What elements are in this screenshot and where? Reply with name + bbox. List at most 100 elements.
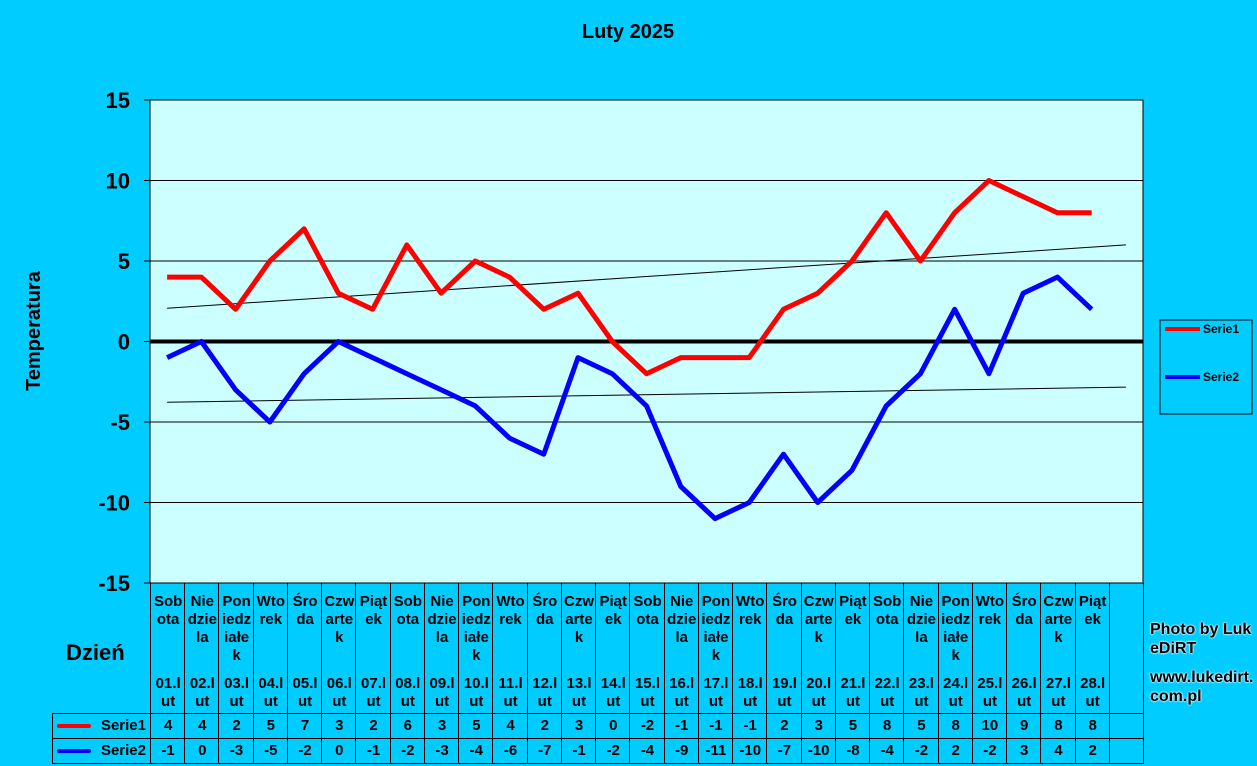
- table-cell-serie2: 3: [1006, 738, 1042, 764]
- table-cell-serie1: -1: [663, 713, 699, 739]
- table-cell-serie2: -2: [903, 738, 939, 764]
- day-header: Piątek 07.lut: [355, 583, 390, 713]
- day-header: Środa 26.lut: [1006, 583, 1041, 713]
- weekday-label: Sobota: [393, 593, 422, 628]
- weekday-label: Wtorek: [256, 593, 285, 628]
- day-header: Czwartek 06.lut: [321, 583, 356, 713]
- day-header: Niedziela 16.lut: [663, 583, 699, 713]
- table-cell-serie1: 2: [355, 713, 391, 739]
- date-label: 28.lut: [1080, 675, 1106, 710]
- y-axis-label: Temperatura: [23, 270, 45, 391]
- table-cell-serie1: 5: [903, 713, 939, 739]
- weekday-label: Piątek: [359, 593, 388, 628]
- legend-key: [57, 724, 91, 728]
- table-row-label: Serie2: [52, 738, 151, 764]
- date-label: 08.lut: [395, 675, 421, 710]
- day-header: Wtorek 25.lut: [971, 583, 1007, 713]
- table-cell-serie2: 0: [321, 738, 357, 764]
- table-cell-serie1: 4: [150, 713, 186, 739]
- date-label: 17.lut: [703, 675, 729, 710]
- day-header: Czwartek 20.lut: [800, 583, 836, 713]
- day-header: Środa 19.lut: [766, 583, 801, 713]
- day-header: Niedziela 09.lut: [423, 583, 459, 713]
- table-cell-serie2: -1: [150, 738, 186, 764]
- table-row-label: Serie1: [52, 713, 151, 739]
- table-cell-serie2: -7: [526, 738, 562, 764]
- table-cell-serie1: 2: [526, 713, 562, 739]
- day-header: Czwartek 27.lut: [1040, 583, 1075, 713]
- weekday-label: Czwartek: [324, 593, 355, 646]
- table-cell-serie1: 2: [218, 713, 254, 739]
- weekday-label: Poniedziałek: [221, 593, 252, 664]
- table-cell-serie1: 5: [252, 713, 288, 739]
- weekday-label: Wtorek: [975, 593, 1005, 628]
- table-cell-serie2: -6: [492, 738, 528, 764]
- series-line-serie2: [166, 274, 1094, 522]
- table-cell-serie1: 5: [458, 713, 494, 739]
- table-cell-serie1: 7: [286, 713, 323, 739]
- weekday-label: Niedziela: [187, 593, 217, 646]
- table-cell-serie1: 8: [1074, 713, 1110, 739]
- table-cell-serie1: 6: [389, 713, 425, 739]
- table-cell-serie2: -4: [869, 738, 905, 764]
- y-tick-label: 5: [118, 249, 130, 274]
- date-label: 06.lut: [326, 675, 352, 710]
- day-header: Poniedziałek 24.lut: [937, 583, 973, 713]
- date-label: 04.lut: [258, 675, 284, 710]
- date-label: 26.lut: [1011, 675, 1037, 710]
- table-cell-serie2: 0: [184, 738, 220, 764]
- series-line-serie1: [167, 178, 1092, 377]
- date-label: 11.lut: [498, 675, 523, 710]
- day-header: Niedziela 02.lut: [184, 583, 219, 713]
- date-label: 18.lut: [737, 675, 763, 710]
- date-label: 14.lut: [600, 675, 626, 710]
- credit-line-2: www.lukedirt.com.pl: [1150, 669, 1254, 705]
- table-cell-serie2: -5: [252, 738, 288, 764]
- date-label: 24.lut: [943, 675, 969, 710]
- date-label: 13.lut: [566, 675, 592, 710]
- table-cell-serie2: -10: [800, 738, 836, 764]
- date-label: 12.lut: [532, 675, 558, 710]
- y-tick-label: -5: [110, 410, 130, 435]
- legend-box: [1159, 319, 1253, 415]
- weekday-label: Piątek: [1078, 593, 1107, 628]
- weekday-label: Środa: [292, 593, 318, 628]
- credit-line-1: Photo by LukeDiRT: [1150, 621, 1252, 657]
- date-label: 21.lut: [840, 675, 866, 710]
- date-label: 02.lut: [189, 675, 215, 710]
- day-header: Sobota 15.lut: [629, 583, 664, 713]
- day-header: Poniedziałek 03.lut: [218, 583, 253, 713]
- weekday-label: Poniedziałek: [701, 593, 731, 664]
- series-name: Serie1: [100, 717, 146, 734]
- table-cell-serie2: -2: [286, 738, 323, 764]
- table-cell-serie1: -1: [697, 713, 734, 739]
- table-cell-serie2: -3: [423, 738, 460, 764]
- day-header: Sobota 22.lut: [869, 583, 904, 713]
- weekday-label: Czwartek: [803, 593, 834, 646]
- table-cell-serie2: -7: [766, 738, 802, 764]
- weekday-label: Sobota: [153, 593, 183, 628]
- series-name: Serie2: [100, 742, 146, 759]
- table-cell-serie2: -2: [595, 738, 631, 764]
- table-cell-serie1: -2: [629, 713, 665, 739]
- table-cell-serie2: -1: [355, 738, 391, 764]
- y-tick-label: 10: [106, 169, 130, 194]
- day-header: Poniedziałek 10.lut: [458, 583, 493, 713]
- weekday-label: Poniedziałek: [461, 593, 491, 664]
- table-cell-serie1: 9: [1006, 713, 1042, 739]
- weekday-label: Piątek: [839, 593, 867, 628]
- weekday-label: Niedziela: [427, 593, 457, 646]
- day-header: Środa 05.lut: [286, 583, 322, 713]
- y-tick-label: 15: [106, 88, 130, 113]
- chart-title: Luty 2025: [582, 21, 674, 43]
- weekday-label: Czwartek: [564, 593, 594, 646]
- table-cell-serie1: 2: [766, 713, 802, 739]
- weekday-label: Środa: [771, 593, 797, 628]
- table-cell-serie2: -11: [697, 738, 734, 764]
- table-cell-serie2: 2: [937, 738, 973, 764]
- table-cell-serie2: -3: [218, 738, 254, 764]
- table-cell-serie1: 3: [321, 713, 357, 739]
- table-cell-serie1: 8: [869, 713, 905, 739]
- day-header: Piątek 28.lut: [1074, 583, 1110, 713]
